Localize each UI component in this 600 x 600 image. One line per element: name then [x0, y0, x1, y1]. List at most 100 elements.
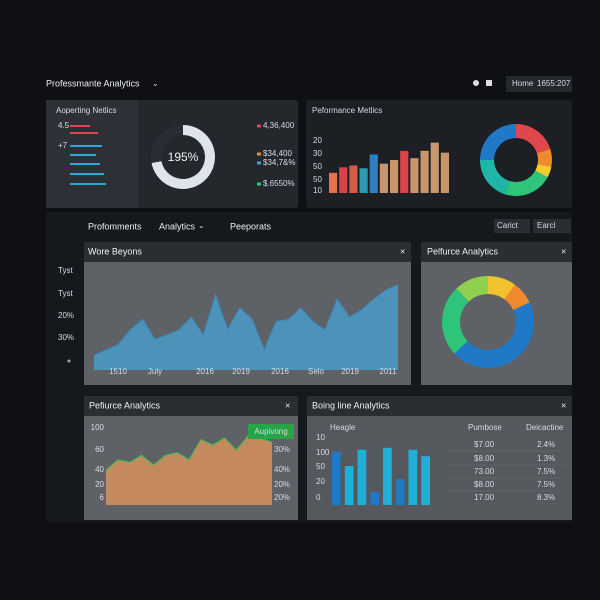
- legend-label: $34,7&%: [263, 158, 295, 167]
- y-label: 20: [316, 477, 325, 486]
- panel-title: Pefiurce Analytics: [89, 400, 161, 410]
- chevron: ⌄: [152, 79, 159, 88]
- bar: [410, 158, 419, 193]
- donut-segment: [516, 124, 551, 154]
- badge: Aupivong: [254, 427, 287, 436]
- side-label: Tyst: [58, 266, 73, 275]
- legend-swatch: [257, 124, 261, 128]
- panel-title: Wore Beyons: [88, 246, 142, 256]
- close-button[interactable]: ×: [561, 400, 566, 410]
- legend-label: $34,400: [263, 149, 292, 158]
- donut-segment: [151, 125, 215, 189]
- line: [105, 434, 273, 471]
- legend-label: 4,36,400: [263, 121, 295, 130]
- donut-segment: [454, 302, 534, 369]
- legend-swatch: [257, 182, 261, 186]
- bar: [370, 492, 379, 505]
- button[interactable]: Earcl: [537, 221, 555, 230]
- bar: [369, 154, 378, 193]
- donut-segment: [151, 125, 183, 163]
- donut-segment: [504, 284, 530, 311]
- bar: [357, 449, 367, 505]
- y-label: 30: [313, 149, 322, 158]
- x-label: 2016: [271, 367, 289, 376]
- x-label: 2011: [379, 367, 397, 376]
- x-label: 2019: [232, 367, 250, 376]
- bar: [383, 447, 392, 505]
- y-label: 10: [316, 433, 325, 442]
- table-cell: 7.5%: [537, 467, 555, 476]
- y2-label: 30%: [274, 445, 290, 454]
- bar: [332, 451, 341, 505]
- y-label: 40: [95, 465, 104, 474]
- donut-center: 195%: [168, 150, 199, 164]
- x-label: 2016: [196, 367, 214, 376]
- y-label: 50: [313, 162, 322, 171]
- bar: [390, 160, 399, 193]
- table-cell: 2.4%: [537, 440, 555, 449]
- bar: [395, 479, 405, 505]
- panel-title: Boing line Analytics: [312, 400, 390, 410]
- y-label: 50: [316, 462, 325, 471]
- table-cell: 1.3%: [537, 454, 555, 463]
- label: +7: [58, 141, 68, 150]
- donut-segment: [536, 148, 552, 167]
- bar: [379, 163, 388, 193]
- line: [93, 284, 399, 356]
- y2-label: 20%: [274, 480, 290, 489]
- bar: [400, 150, 409, 193]
- donut-segment: [488, 276, 516, 300]
- tab[interactable]: Profomments: [88, 221, 142, 231]
- button-bg: [533, 219, 571, 233]
- panel-header: [421, 242, 572, 262]
- bar: [420, 150, 429, 193]
- bar: [344, 466, 354, 505]
- x-label: 1510: [109, 367, 127, 376]
- donut-segment: [480, 160, 510, 195]
- close-button[interactable]: ×: [561, 246, 566, 256]
- x-label: July: [148, 367, 162, 376]
- panel-title: Pelfurce Analytics: [427, 246, 499, 256]
- label: 4.5: [58, 121, 70, 130]
- donut-segment: [480, 124, 516, 160]
- tab[interactable]: Analytics: [159, 221, 196, 231]
- y-label: 60: [95, 445, 104, 454]
- bar: [349, 165, 358, 193]
- clock: 1655:207: [537, 79, 571, 88]
- home-link[interactable]: Home: [512, 79, 534, 88]
- column-header: Heagle: [330, 423, 356, 432]
- table-cell: $8.00: [474, 454, 495, 463]
- bar: [408, 449, 418, 505]
- y-label: 10: [313, 186, 322, 195]
- table-cell: $7.00: [474, 440, 495, 449]
- table-cell: 73.00: [474, 467, 495, 476]
- bar: [359, 168, 368, 193]
- table-header: Pumbose: [468, 423, 502, 432]
- side-label: 20%: [58, 311, 74, 320]
- side-label: Tyst: [58, 289, 73, 298]
- donut-segment: [456, 276, 488, 302]
- y-label: 0: [316, 493, 321, 502]
- panel-header: [307, 396, 572, 416]
- table-cell: 17.00: [474, 493, 495, 502]
- table-cell: $8.00: [474, 480, 495, 489]
- icon: [473, 80, 479, 86]
- bar: [421, 456, 430, 505]
- bar: [440, 152, 449, 193]
- button[interactable]: Carict: [497, 221, 519, 230]
- tab[interactable]: Peeporats: [230, 221, 272, 231]
- y-label: 100: [91, 423, 105, 432]
- bar: [329, 172, 338, 193]
- x-label: Selo: [308, 367, 325, 376]
- close-button[interactable]: ×: [285, 400, 290, 410]
- side-label: 30%: [58, 333, 74, 342]
- table-header: Deicactine: [526, 423, 564, 432]
- icon: [486, 80, 492, 86]
- dot: [67, 359, 71, 363]
- donut-segment: [504, 170, 548, 196]
- y-label: 100: [316, 448, 330, 457]
- panel-header: [84, 396, 298, 416]
- close-button[interactable]: ×: [400, 246, 405, 256]
- panel-title: Peformance Metlics: [312, 106, 382, 115]
